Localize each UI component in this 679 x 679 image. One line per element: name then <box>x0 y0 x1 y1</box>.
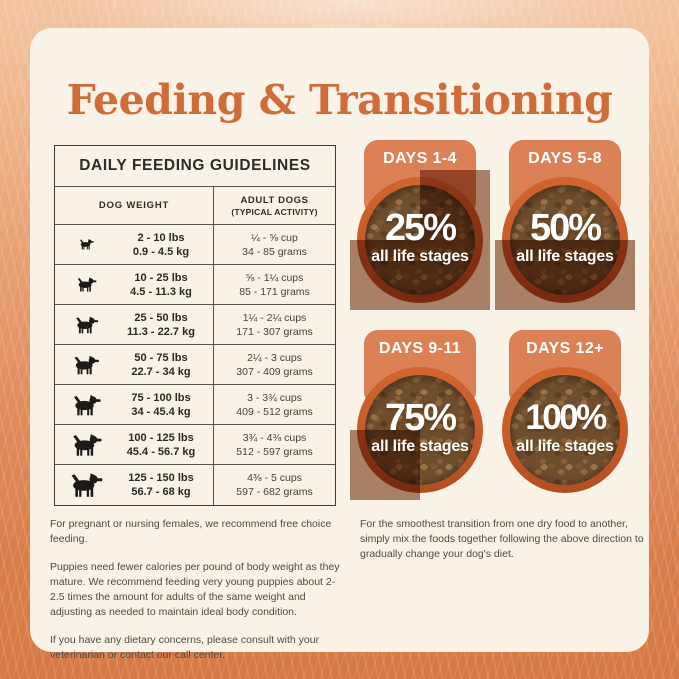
dog-icon <box>55 315 117 334</box>
table-header-row: DOG WEIGHT ADULT DOGS (TYPICAL ACTIVITY) <box>55 187 335 225</box>
transition-note: For the smoothest transition from one dr… <box>360 517 650 575</box>
weight-lbs: 50 - 75 lbs <box>134 351 188 364</box>
amount-cups: 3 - 3¾ cups <box>247 391 302 404</box>
table-title: DAILY FEEDING GUIDELINES <box>55 146 335 187</box>
amount-grams: 85 - 171 grams <box>239 285 310 298</box>
typical-activity-label: (TYPICAL ACTIVITY) <box>231 206 318 217</box>
transition-tile: DAYS 12+ 100% all life stages <box>493 330 637 522</box>
life-stages-label: all life stages <box>516 438 614 455</box>
bowl-label: 75% all life stages <box>348 398 492 456</box>
table-row: 125 - 150 lbs 56.7 - 68 kg 4⅜ - 5 cups 597… <box>55 465 335 505</box>
table-row: 10 - 25 lbs 4.5 - 11.3 kg ⅝ - 1¼ cups 85 -… <box>55 265 335 305</box>
percent-label: 100% <box>525 398 607 437</box>
note-transition: For the smoothest transition from one dr… <box>360 518 644 560</box>
column-header-adult-dogs: ADULT DOGS (TYPICAL ACTIVITY) <box>213 187 335 224</box>
amount-grams: 34 - 85 grams <box>242 245 307 258</box>
amount-cups: ¼ - ⅝ cup <box>251 231 298 244</box>
amount-grams: 409 - 512 grams <box>236 405 313 418</box>
table-row: 25 - 50 lbs 11.3 - 22.7 kg 1¼ - 2¼ cups 17… <box>55 305 335 345</box>
feeding-guidelines-table: DAILY FEEDING GUIDELINES DOG WEIGHT ADUL… <box>54 145 336 506</box>
life-stages-label: all life stages <box>371 438 469 455</box>
table-row: 75 - 100 lbs 34 - 45.4 kg 3 - 3¾ cups 409 … <box>55 385 335 425</box>
life-stages-label: all life stages <box>371 248 469 265</box>
weight-lbs: 100 - 125 lbs <box>128 431 194 444</box>
amount-grams: 171 - 307 grams <box>236 325 313 338</box>
transition-tile: DAYS 1-4 25% all life stages <box>348 140 492 332</box>
days-label: DAYS 5-8 <box>528 150 602 167</box>
kibble-texture <box>510 375 620 485</box>
bowl-label: 25% all life stages <box>348 208 492 266</box>
bowl-label: 100% all life stages <box>493 398 637 456</box>
bowl-label: 50% all life stages <box>493 208 637 266</box>
days-label: DAYS 12+ <box>526 340 604 357</box>
weight-kg: 34 - 45.4 kg <box>131 405 191 418</box>
amount-grams: 307 - 409 grams <box>236 365 313 378</box>
dog-icon <box>55 354 117 376</box>
transition-tile: DAYS 5-8 50% all life stages <box>493 140 637 332</box>
table-row: 2 - 10 lbs 0.9 - 4.5 kg ¼ - ⅝ cup 34 - 85 … <box>55 225 335 265</box>
page-title: Feeding & Transitioning <box>66 76 613 124</box>
amount-grams: 512 - 597 grams <box>236 445 313 458</box>
column-header-dog-weight: DOG WEIGHT <box>98 200 170 211</box>
percent-label: 50% <box>529 207 602 249</box>
info-card: Feeding & Transitioning DAILY FEEDING GU… <box>30 28 650 661</box>
days-label: DAYS 1-4 <box>383 150 457 167</box>
amount-cups: 1¼ - 2¼ cups <box>242 311 307 324</box>
amount-grams: 597 - 682 grams <box>236 486 313 498</box>
note-puppies: Puppies need fewer calories per pound of… <box>50 561 340 618</box>
dog-icon <box>55 432 117 457</box>
dog-icon <box>55 471 117 498</box>
kibble-bowl <box>502 367 628 493</box>
weight-kg: 56.7 - 68 kg <box>131 486 191 498</box>
dog-icon <box>55 276 117 293</box>
weight-kg: 4.5 - 11.3 kg <box>130 285 192 298</box>
weight-lbs: 25 - 50 lbs <box>134 311 188 324</box>
dog-icon <box>55 393 117 417</box>
weight-lbs: 2 - 10 lbs <box>137 231 185 244</box>
life-stages-label: all life stages <box>516 248 614 265</box>
days-label: DAYS 9-11 <box>378 340 462 357</box>
percent-label: 75% <box>384 397 457 439</box>
weight-kg: 22.7 - 34 kg <box>131 365 191 378</box>
feeding-notes: For pregnant or nursing females, we reco… <box>50 517 342 676</box>
amount-cups: ⅝ - 1¼ cups <box>245 271 304 284</box>
table-row: 100 - 125 lbs 45.4 - 56.7 kg 3¾ - 4⅜ cups… <box>55 425 335 465</box>
weight-kg: 0.9 - 4.5 kg <box>132 245 190 258</box>
weight-lbs: 10 - 25 lbs <box>134 271 188 284</box>
amount-cups: 3¾ - 4⅜ cups <box>242 431 307 444</box>
transition-tile: DAYS 9-11 75% all life stages <box>348 330 492 522</box>
weight-kg: 45.4 - 56.7 kg <box>126 445 196 458</box>
weight-lbs: 125 - 150 lbs <box>128 472 194 484</box>
percent-label: 25% <box>384 207 457 249</box>
amount-cups: 2¼ - 3 cups <box>247 351 302 364</box>
dog-icon <box>55 238 117 250</box>
table-row: 50 - 75 lbs 22.7 - 34 kg 2¼ - 3 cups 307 -… <box>55 345 335 385</box>
weight-lbs: 75 - 100 lbs <box>131 391 191 404</box>
weight-kg: 11.3 - 22.7 kg <box>127 325 195 338</box>
note-dietary: If you have any dietary concerns, please… <box>50 634 320 661</box>
adult-dogs-label: ADULT DOGS <box>240 194 309 206</box>
amount-cups: 4⅜ - 5 cups <box>247 472 302 484</box>
note-pregnant: For pregnant or nursing females, we reco… <box>50 518 332 545</box>
